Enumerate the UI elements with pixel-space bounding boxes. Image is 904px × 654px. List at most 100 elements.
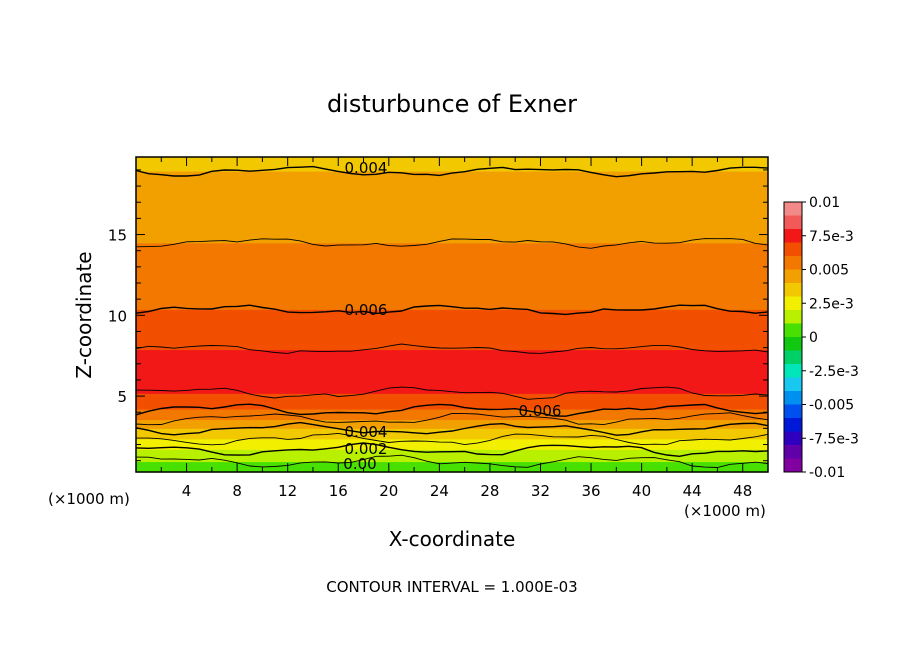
contour-band	[136, 393, 768, 396]
contour-band	[136, 468, 768, 471]
contour-band	[136, 235, 768, 239]
contour-band	[136, 164, 768, 167]
contour-band	[136, 192, 768, 195]
contour-band	[136, 232, 768, 235]
contour-labels: 0.004 0.006 0.006 0.004 0.002 0.00	[343, 159, 561, 473]
colorbar-segment	[784, 215, 802, 230]
colorbar-segment	[784, 377, 802, 392]
contour-band	[136, 262, 768, 265]
colorbar	[783, 201, 803, 473]
y-tick-label: 5	[117, 388, 127, 406]
contour-band	[136, 260, 768, 263]
contour-band	[136, 332, 768, 335]
contour-band	[136, 423, 768, 426]
contour-band	[136, 402, 768, 405]
contour-band	[136, 328, 768, 331]
contour-band	[136, 340, 768, 344]
contour-band	[136, 442, 768, 445]
contour-band	[136, 437, 768, 440]
x-tick-label: 12	[278, 482, 297, 500]
contour-band	[136, 162, 768, 165]
contour-band	[136, 181, 768, 184]
contour-band	[136, 172, 768, 176]
contour-label: 0.006	[519, 402, 562, 420]
colorbar-segment	[784, 283, 802, 297]
contour-band	[136, 452, 768, 456]
contour-band	[136, 444, 768, 447]
contour-band	[136, 375, 768, 379]
contour-band	[136, 216, 768, 219]
contour-band	[136, 405, 768, 408]
contour-band	[136, 398, 768, 401]
contour-band	[136, 381, 768, 384]
contour-band	[136, 211, 768, 214]
contour-band	[136, 353, 768, 356]
contour-lines	[135, 165, 769, 468]
contour-band	[136, 263, 768, 267]
contour-band	[136, 395, 768, 398]
chart-title: disturbunce of Exner	[327, 90, 577, 118]
contour-band	[136, 326, 768, 330]
colorbar-label: 0.01	[809, 195, 840, 211]
contour-band	[136, 242, 768, 246]
colorbar-segment	[784, 364, 802, 378]
contour-band	[136, 207, 768, 211]
contour-band	[136, 241, 768, 244]
contour-band	[136, 186, 768, 190]
contour-band	[136, 459, 768, 463]
colorbar-segment	[784, 310, 802, 324]
contour-band	[136, 274, 768, 277]
plot-frame	[135, 156, 769, 473]
x-tick-label: 4	[182, 482, 192, 500]
contour-band	[136, 213, 768, 216]
contour-band	[136, 356, 768, 359]
axis-ticks	[135, 157, 769, 472]
contour-band	[136, 449, 768, 452]
contour-band	[136, 384, 768, 387]
contour-band	[136, 466, 768, 470]
contour-band	[136, 382, 768, 386]
contour-band	[136, 431, 768, 435]
contour-line	[135, 238, 769, 249]
contour-band	[136, 370, 768, 373]
contour-band	[136, 199, 768, 202]
contour-band	[136, 158, 768, 162]
x-axis-unit-right: (×1000 m)	[684, 502, 766, 520]
contour-band	[136, 363, 768, 366]
contour-band	[136, 284, 768, 288]
x-axis-label: X-coordinate	[389, 527, 516, 551]
contour-band	[136, 202, 768, 205]
contour-label: 0.004	[345, 159, 388, 177]
contour-band	[136, 276, 768, 279]
contour-band	[136, 183, 768, 186]
contour-band	[136, 246, 768, 249]
contour-band	[136, 409, 768, 412]
colorbar-segment	[784, 431, 802, 446]
contour-band	[136, 167, 768, 170]
contour-band	[136, 414, 768, 417]
x-tick-labels: 4 8 12 16 20 24 28 32 36 40 44 48	[182, 482, 752, 500]
contour-band	[136, 325, 768, 328]
contour-band	[136, 426, 768, 429]
colorbar-segment	[784, 229, 802, 243]
colorbar-segment	[784, 445, 802, 459]
contour-band	[136, 157, 768, 160]
contour-label: 0.00	[343, 455, 376, 473]
contour-line	[135, 165, 769, 178]
colorbar-segment	[784, 391, 802, 405]
contour-band	[136, 165, 768, 169]
contour-band	[136, 248, 768, 251]
contour-band	[136, 347, 768, 351]
contour-line	[135, 454, 769, 468]
contour-band	[136, 435, 768, 438]
contour-band	[136, 176, 768, 179]
x-tick-label: 32	[531, 482, 550, 500]
contour-line	[135, 442, 769, 458]
colorbar-label: 0.005	[809, 263, 849, 279]
contour-band	[136, 230, 768, 233]
contour-band	[136, 342, 768, 345]
contour-label: 0.004	[345, 423, 388, 441]
contour-band	[136, 354, 768, 358]
contour-line	[135, 412, 769, 426]
